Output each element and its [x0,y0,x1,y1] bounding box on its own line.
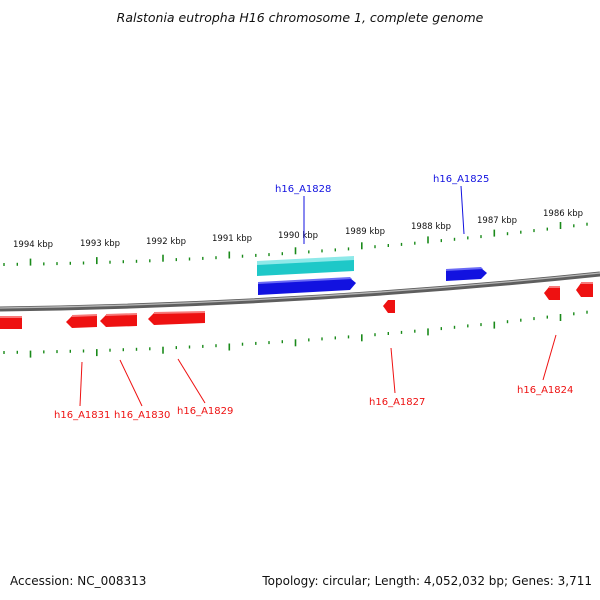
gene-h16-A1828-highlight[interactable] [257,256,354,276]
scale-label: 1994 kbp [13,240,53,250]
scale-label: 1993 kbp [80,239,120,249]
scale-label: 1989 kbp [345,227,385,237]
scale-label: 1986 kbp [543,209,583,219]
reverse-strand-genes [0,282,593,329]
reverse-gene-callouts: h16_A1831 h16_A1830 h16_A1829 h16_A1827 … [54,334,573,421]
scale-label: 1987 kbp [477,216,517,226]
callout-line [460,185,465,235]
gene-h16-A1828[interactable] [258,277,356,295]
topology-info: Topology: circular; Length: 4,052,032 bp… [262,574,592,588]
genome-title: Ralstonia eutropha H16 chromosome 1, com… [116,10,484,25]
gene-label-h16-A1827[interactable]: h16_A1827 [369,397,425,408]
gene-h16-A1823[interactable] [576,282,593,297]
scale-label: 1990 kbp [278,231,318,241]
gene-h16-A1825[interactable] [446,267,487,281]
gene-label-h16-A1830[interactable]: h16_A1830 [114,410,170,421]
gene-h16-A1832[interactable] [0,316,22,329]
gene-h16-A1827[interactable] [383,300,395,313]
scale-label: 1988 kbp [411,222,451,232]
callout-line [390,347,396,394]
callout-line [542,334,557,381]
scale-label: 1991 kbp [212,234,252,244]
forward-gene-callouts: h16_A1828 h16_A1825 [275,174,489,244]
gene-h16-A1830[interactable] [100,313,137,327]
gene-label-h16-A1824[interactable]: h16_A1824 [517,385,573,396]
scale-labels: 1994 kbp 1993 kbp 1992 kbp 1991 kbp 1990… [13,209,583,250]
callout-line [79,361,83,407]
scale-label: 1992 kbp [146,237,186,247]
accession-info: Accession: NC_008313 [10,574,147,588]
gene-h16-A1824[interactable] [544,286,560,300]
gene-label-h16-A1825[interactable]: h16_A1825 [433,174,489,185]
callout-line [119,359,143,407]
forward-strand-genes [257,256,487,295]
gene-label-h16-A1831[interactable]: h16_A1831 [54,410,110,421]
gene-label-h16-A1828[interactable]: h16_A1828 [275,184,331,195]
chromosome-backbone [0,271,600,312]
scale-ticks-top [3,222,588,266]
gene-h16-A1831[interactable] [66,314,97,328]
callout-line [177,358,206,404]
gene-label-h16-A1829[interactable]: h16_A1829 [177,406,233,417]
gene-h16-A1829[interactable] [148,311,205,325]
scale-ticks-bottom [3,310,588,358]
chromosome-backbone-highlight [0,272,600,309]
